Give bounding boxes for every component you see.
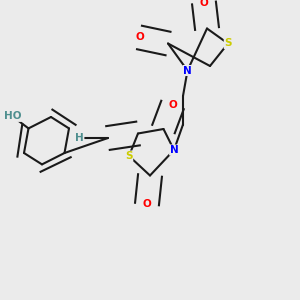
- Text: H: H: [75, 133, 84, 143]
- Text: N: N: [183, 65, 192, 76]
- Text: O: O: [135, 32, 144, 43]
- Text: S: S: [125, 151, 133, 161]
- Text: HO: HO: [4, 111, 21, 122]
- Text: O: O: [142, 199, 152, 209]
- Text: N: N: [169, 145, 178, 155]
- Text: O: O: [168, 100, 177, 110]
- Text: O: O: [200, 0, 208, 8]
- Text: S: S: [224, 38, 232, 49]
